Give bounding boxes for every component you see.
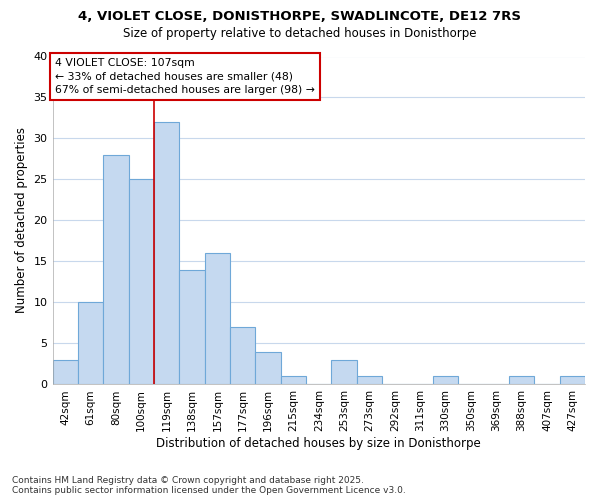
X-axis label: Distribution of detached houses by size in Donisthorpe: Distribution of detached houses by size … [157, 437, 481, 450]
Y-axis label: Number of detached properties: Number of detached properties [15, 128, 28, 314]
Text: 4 VIOLET CLOSE: 107sqm
← 33% of detached houses are smaller (48)
67% of semi-det: 4 VIOLET CLOSE: 107sqm ← 33% of detached… [55, 58, 315, 94]
Bar [179, 270, 205, 384]
Text: 4, VIOLET CLOSE, DONISTHORPE, SWADLINCOTE, DE12 7RS: 4, VIOLET CLOSE, DONISTHORPE, SWADLINCOT… [79, 10, 521, 23]
Text: Size of property relative to detached houses in Donisthorpe: Size of property relative to detached ho… [123, 28, 477, 40]
Bar [53, 360, 78, 384]
Bar [230, 327, 256, 384]
Bar [128, 180, 154, 384]
Bar [205, 254, 230, 384]
Bar [256, 352, 281, 384]
Bar [433, 376, 458, 384]
Bar [78, 302, 103, 384]
Bar [357, 376, 382, 384]
Text: Contains HM Land Registry data © Crown copyright and database right 2025.
Contai: Contains HM Land Registry data © Crown c… [12, 476, 406, 495]
Bar [281, 376, 306, 384]
Bar [103, 155, 128, 384]
Bar [509, 376, 534, 384]
Bar [331, 360, 357, 384]
Bar [560, 376, 585, 384]
Bar [154, 122, 179, 384]
